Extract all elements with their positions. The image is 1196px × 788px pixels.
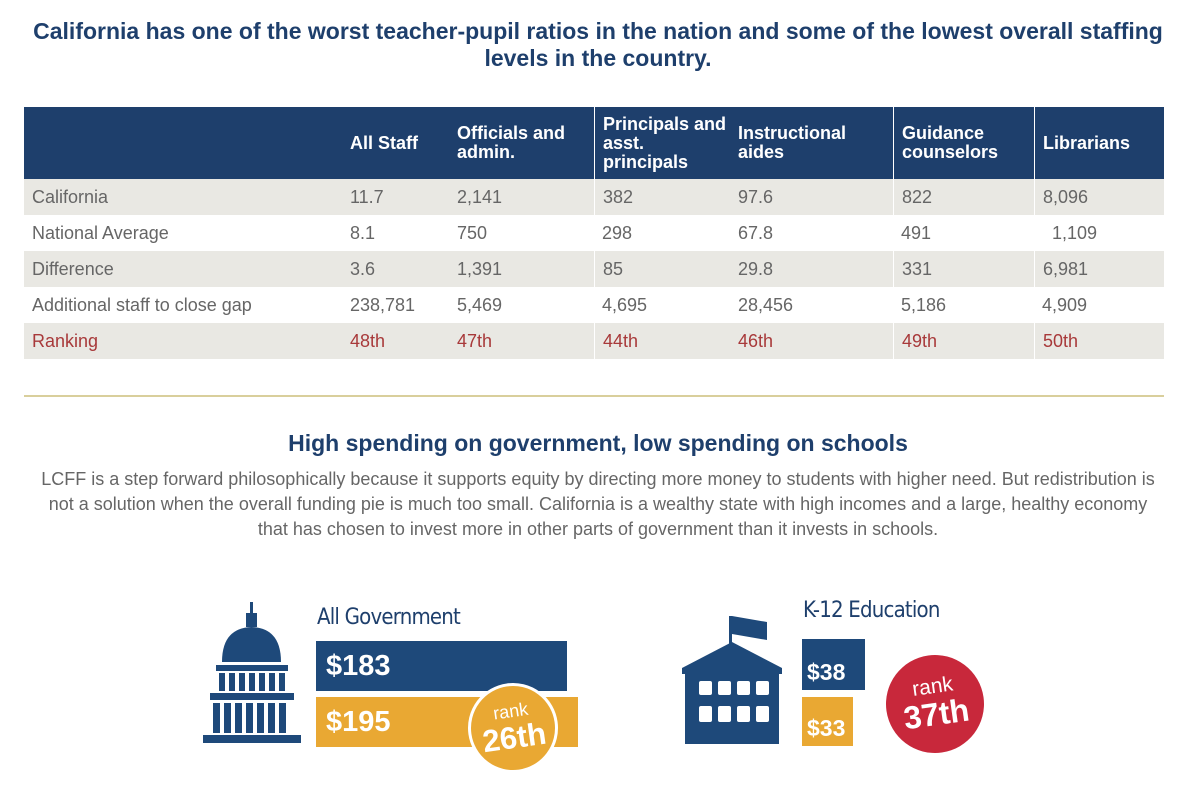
table-cell: 8.1 — [350, 222, 376, 243]
header-officials: Officials and admin. — [457, 123, 566, 162]
table-cell: 28,456 — [738, 294, 794, 315]
table-cell: 8,096 — [1034, 179, 1164, 215]
schoolhouse-icon — [682, 616, 782, 744]
table-cell: 85 — [594, 251, 730, 287]
staffing-table: All Staff Officials and admin. Principal… — [24, 107, 1164, 359]
k12-bar-33: $33 — [802, 697, 853, 746]
table-row: National Average 8.1 750 298 67.8 491 1,… — [24, 215, 1164, 251]
table-cell: 5,186 — [901, 294, 947, 315]
row-label: Difference — [32, 258, 114, 279]
row-label: California — [32, 186, 109, 207]
k12-rank-badge: rank 37th — [879, 648, 991, 760]
page-title: California has one of the worst teacher-… — [33, 18, 1163, 71]
table-cell: 49th — [893, 323, 1034, 359]
table-row: Additional staff to close gap 238,781 5,… — [24, 287, 1164, 323]
table-row: Difference 3.6 1,391 85 29.8 331 6,981 — [24, 251, 1164, 287]
table-cell: 11.7 — [350, 186, 384, 207]
k12-education-label: K-12 Education — [803, 598, 940, 623]
capitol-icon — [203, 602, 301, 743]
table-cell: 491 — [901, 222, 932, 243]
header-instructional-aides: Instructional aides — [738, 123, 847, 162]
table-cell: 6,981 — [1034, 251, 1164, 287]
table-cell: 48th — [350, 330, 386, 351]
table-cell: 298 — [602, 222, 633, 243]
table-cell: 29.8 — [738, 258, 774, 279]
table-cell: 238,781 — [350, 294, 416, 315]
table-cell: 5,469 — [457, 294, 503, 315]
table-cell: 2,141 — [457, 186, 503, 207]
rank-value: 37th — [901, 691, 972, 737]
header-guidance-counselors: Guidance counselors — [893, 107, 1034, 179]
table-cell: 47th — [457, 330, 493, 351]
rank-value: 26th — [480, 715, 549, 760]
table-cell: 1,391 — [457, 258, 503, 279]
header-cell-empty — [24, 107, 342, 179]
table-cell: 822 — [893, 179, 1034, 215]
table-cell: 97.6 — [738, 186, 774, 207]
table-cell: 331 — [893, 251, 1034, 287]
table-row: California 11.7 2,141 382 97.6 822 8,096 — [24, 179, 1164, 215]
section-paragraph: LCFF is a step forward philosophically b… — [41, 469, 1155, 539]
table-cell: 3.6 — [350, 258, 376, 279]
section-divider — [24, 395, 1164, 397]
table-cell: 67.8 — [738, 222, 774, 243]
row-label: National Average — [32, 222, 169, 243]
table-cell: 1,109 — [1052, 222, 1098, 243]
row-label: Ranking — [32, 330, 99, 351]
table-cell: 50th — [1034, 323, 1164, 359]
table-cell: 46th — [738, 330, 774, 351]
table-cell: 382 — [594, 179, 730, 215]
table-cell: 4,695 — [602, 294, 648, 315]
all-government-label: All Government — [317, 605, 461, 630]
row-label: Additional staff to close gap — [32, 294, 252, 315]
header-librarians: Librarians — [1034, 107, 1164, 179]
header-all-staff: All Staff — [350, 132, 419, 153]
table-cell: 4,909 — [1042, 294, 1088, 315]
section-heading: High spending on government, low spendin… — [288, 430, 908, 456]
header-principals: Principals and asst. principals — [594, 107, 730, 179]
table-row-ranking: Ranking 48th 47th 44th 46th 49th 50th — [24, 323, 1164, 359]
table-header: All Staff Officials and admin. Principal… — [24, 107, 1164, 179]
table-cell: 750 — [457, 222, 488, 243]
k12-bar-38: $38 — [802, 639, 865, 690]
government-rank-badge: rank 26th — [462, 677, 564, 779]
government-bar-183: $183 — [316, 641, 567, 691]
table-cell: 44th — [594, 323, 730, 359]
